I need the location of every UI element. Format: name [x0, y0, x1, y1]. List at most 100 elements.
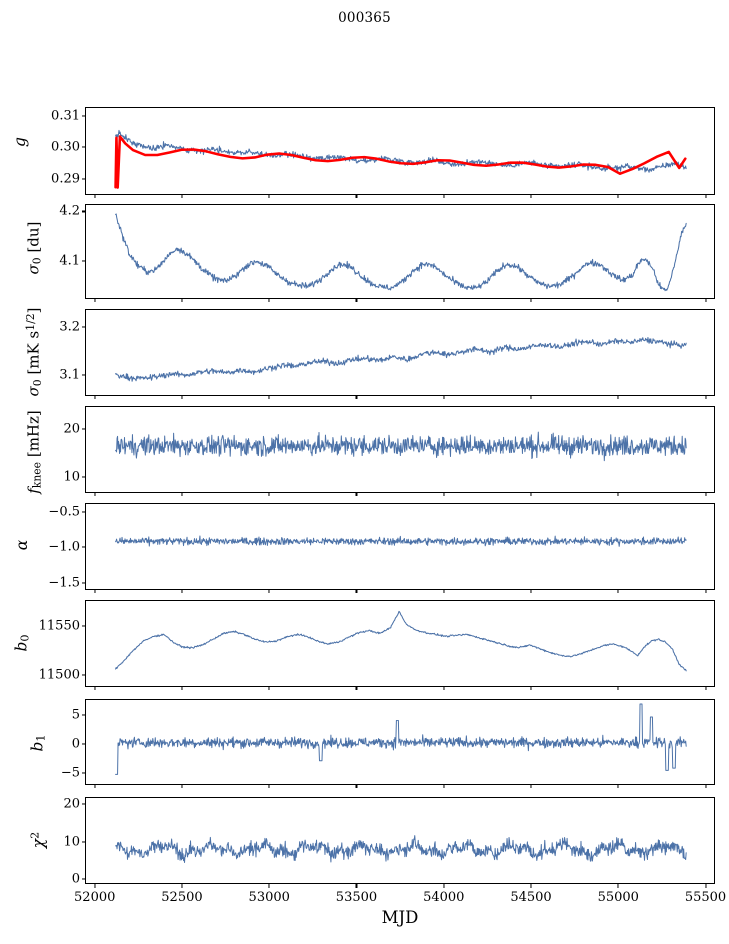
ylabel-panel-6: b1	[28, 734, 48, 752]
xlabel: MJD	[381, 908, 419, 927]
x-tick-mark	[704, 883, 707, 888]
x-tick-label: 54500	[510, 890, 552, 905]
x-tick-mark	[268, 784, 270, 788]
x-tick-mark	[355, 784, 358, 788]
ylabel-panel-4: α	[13, 539, 31, 551]
x-tick-mark	[443, 686, 445, 690]
x-tick-mark	[530, 589, 532, 593]
y-tick-mark	[81, 772, 86, 774]
y-tick-label: 0.29	[51, 171, 80, 187]
series-sigma0_du	[115, 213, 687, 292]
x-tick-mark	[530, 784, 532, 788]
x-tick-mark	[94, 589, 96, 593]
y-tick-mark	[81, 326, 86, 328]
x-tick-mark	[617, 883, 619, 888]
ylabel-panel-0: g	[11, 137, 29, 147]
x-tick-mark	[355, 194, 358, 198]
x-tick-mark	[268, 492, 270, 496]
y-tick-mark	[81, 546, 86, 548]
y-tick-label: −5	[60, 765, 80, 781]
x-tick-mark	[704, 395, 707, 399]
y-tick-label: 3.1	[59, 367, 80, 383]
y-tick-label: 10	[63, 469, 80, 485]
x-tick-mark	[704, 686, 707, 690]
plot-panel-b1: −5 0 5	[61, 699, 715, 788]
x-tick-mark	[617, 395, 619, 399]
x-tick-mark	[268, 395, 270, 399]
x-tick-mark	[443, 784, 445, 788]
x-tick-mark	[94, 784, 96, 788]
x-tick-mark	[704, 589, 707, 593]
y-tick-label: 4.1	[59, 253, 80, 269]
x-tick-mark	[181, 686, 183, 690]
x-tick-mark	[355, 589, 358, 593]
x-tick-mark	[94, 492, 96, 496]
y-tick-label: 11550	[38, 618, 80, 634]
x-tick-mark	[530, 298, 532, 302]
y-tick-mark	[81, 625, 86, 627]
y-tick-mark	[81, 260, 86, 262]
y-tick-label: 11500	[38, 667, 80, 683]
y-tick-mark	[81, 714, 86, 716]
plot-panel-g: 0.29 0.30 0.31	[51, 107, 715, 198]
y-tick-mark	[81, 840, 86, 843]
y-tick-mark	[81, 146, 86, 148]
y-tick-label: 10	[63, 834, 80, 849]
x-tick-mark	[181, 298, 183, 302]
ylabel-panel-5: b0	[12, 634, 32, 652]
plot-panel-b0: 11500 11550	[39, 600, 715, 690]
y-tick-label: 4.2	[59, 203, 80, 219]
x-tick-mark	[443, 492, 445, 496]
x-tick-mark	[443, 298, 445, 302]
series-g-model	[114, 135, 687, 189]
x-tick-mark	[617, 492, 619, 496]
series-f_knee	[115, 431, 687, 462]
x-tick-mark	[530, 194, 532, 198]
x-tick-mark	[704, 784, 707, 788]
x-tick-mark	[443, 883, 445, 888]
ylabel-panel-2: σ0 [mK s1/2]	[24, 307, 44, 397]
x-tick-mark	[94, 686, 96, 690]
y-tick-label: 3.2	[59, 319, 80, 335]
x-tick-label: 55500	[684, 890, 727, 905]
plot-panel-alpha: −0.5 −1.0 −1.5	[48, 503, 715, 593]
y-tick-mark	[81, 674, 86, 676]
y-tick-label: 5	[71, 707, 80, 723]
trace-layer	[115, 703, 687, 775]
x-tick-mark	[94, 395, 96, 399]
ylabel-panel-1: σ0 [du]	[24, 221, 44, 275]
trace-layer	[115, 610, 687, 672]
x-tick-mark	[268, 686, 270, 690]
y-tick-label: 0	[71, 871, 80, 887]
figure-title: 000365	[338, 10, 391, 26]
trace-layer	[115, 336, 687, 382]
y-tick-label: −0.5	[48, 504, 80, 520]
x-tick-mark	[443, 395, 445, 399]
x-tick-mark	[181, 589, 183, 593]
trace-layer	[115, 431, 687, 462]
y-tick-mark	[81, 210, 86, 212]
plot-panel-sigma0_mK: 3.1 3.2	[59, 309, 715, 399]
y-tick-mark	[81, 878, 86, 880]
series-sigma0_mK	[115, 336, 687, 382]
y-tick-mark	[81, 178, 86, 180]
x-tick-label: 55000	[597, 890, 639, 905]
x-tick-mark	[617, 589, 619, 593]
x-tick-mark	[181, 194, 183, 198]
series-alpha	[115, 535, 687, 547]
x-tick-mark	[94, 883, 96, 888]
x-tick-label: 52500	[161, 890, 203, 905]
trace-layer	[115, 535, 687, 547]
x-tick-mark	[617, 194, 619, 198]
x-tick-mark	[617, 784, 619, 788]
x-tick-mark	[268, 194, 270, 198]
x-tick-label: 53500	[335, 890, 378, 905]
x-tick-mark	[530, 686, 532, 690]
x-tick-mark	[617, 686, 619, 690]
trace-layer	[115, 835, 687, 863]
x-tick-mark	[181, 492, 183, 496]
y-tick-mark	[81, 803, 86, 805]
x-tick-mark	[181, 784, 183, 788]
x-tick-mark	[530, 492, 532, 496]
